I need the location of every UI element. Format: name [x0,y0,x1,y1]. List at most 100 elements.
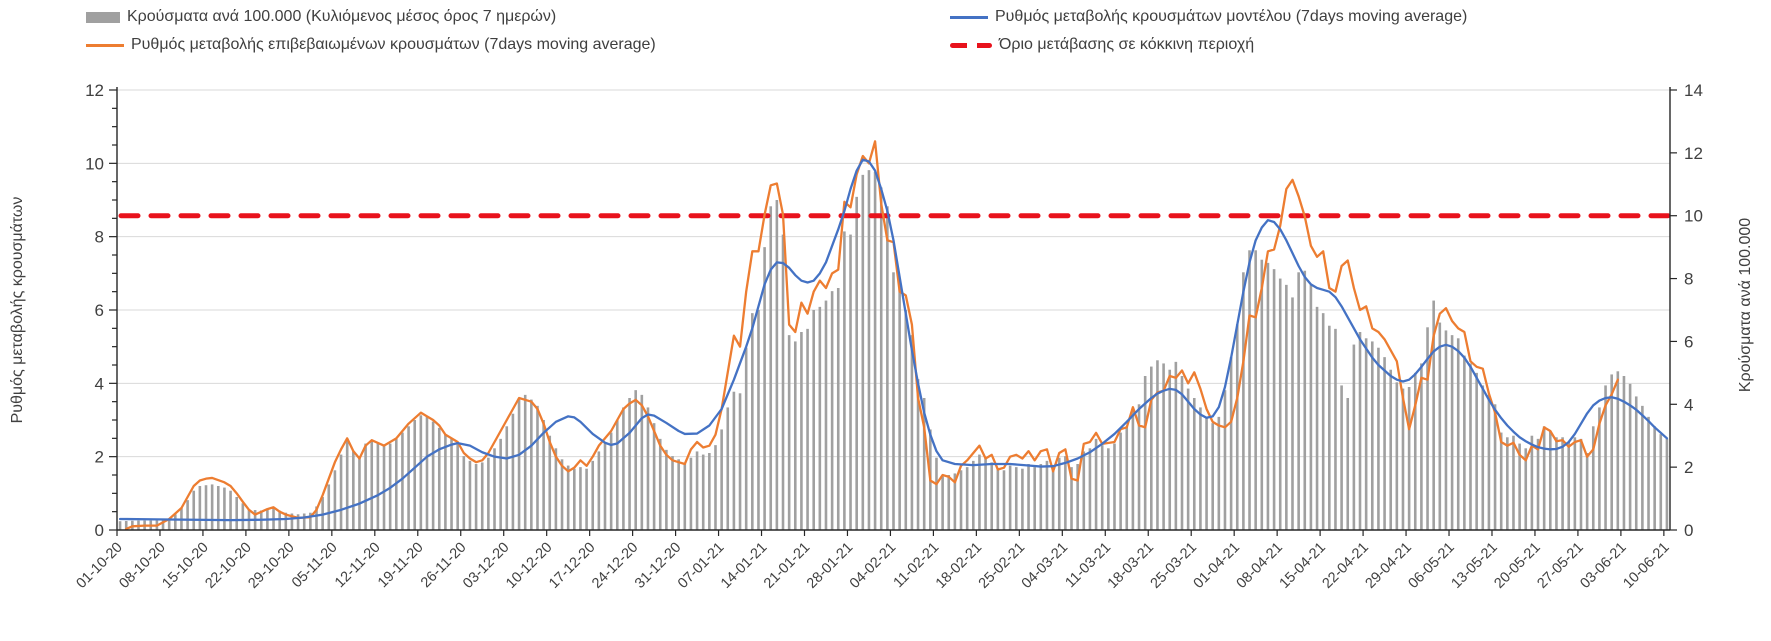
daily-cases-bar [1223,390,1227,530]
daily-cases-bar [1082,451,1086,530]
daily-cases-bar [468,460,472,530]
daily-cases-bar [972,460,975,530]
x-axis-date-label: 06-05-21 [1405,540,1457,592]
daily-cases-bar [530,399,533,530]
daily-cases-bar [511,413,515,530]
daily-cases-bar [609,432,613,530]
daily-cases-bar [751,313,754,530]
daily-cases-bar [1254,250,1257,531]
daily-cases-bar [1094,438,1098,530]
daily-cases-bar [174,514,177,530]
daily-cases-bar [566,465,570,530]
daily-cases-bar [1450,335,1454,530]
daily-cases-bar [352,451,355,530]
daily-cases-bar [824,300,828,530]
daily-cases-bar [358,456,361,530]
daily-cases-bar [916,379,920,530]
daily-cases-bar [1641,405,1644,530]
left-axis-title: Ρυθμός μεταβολής κρουσμάτων [9,197,26,424]
daily-cases-bar [867,170,871,530]
left-axis-tick-label: 0 [95,521,104,540]
daily-cases-bar [978,454,981,530]
x-axis-date-label: 14-01-21 [718,540,770,592]
daily-cases-bar [830,291,834,530]
legend-item-threshold: Όριο μετάβασης σε κόκκινη περιοχή [950,36,1254,54]
daily-cases-bar [1579,438,1583,530]
daily-cases-bar [1389,369,1393,530]
x-axis-date-label: 03-06-21 [1577,540,1629,592]
daily-cases-bar [818,306,822,530]
daily-cases-bar [615,420,619,530]
daily-cases-bar [1272,269,1276,530]
daily-cases-bar [1549,431,1552,530]
x-axis-date-label: 25-02-21 [976,540,1028,592]
x-axis-date-label: 13-05-21 [1448,540,1500,592]
line-swatch-icon [950,15,988,19]
daily-cases-bar [1285,284,1288,530]
x-axis-date-label: 04-03-21 [1019,540,1071,592]
daily-cases-bar [757,310,760,530]
x-axis-date-label: 17-12-20 [546,540,598,592]
daily-cases-bar [1156,360,1159,530]
daily-cases-bar [965,467,969,530]
daily-cases-bar [1278,278,1282,530]
daily-cases-bar [1100,445,1104,530]
daily-cases-bar [1340,385,1343,530]
daily-cases-bar [892,272,895,530]
x-axis-date-label: 19-11-20 [375,540,427,592]
daily-cases-bar [646,407,650,530]
daily-cases-bar [1229,357,1233,530]
daily-cases-bar [652,423,656,530]
daily-cases-bar [953,473,957,530]
daily-cases-bar [1217,416,1221,530]
x-axis-date-label: 24-12-20 [589,540,641,592]
daily-cases-bar [1174,361,1178,530]
daily-cases-bar [1027,464,1030,530]
daily-cases-bar [1395,382,1399,530]
daily-cases-bar [1426,327,1429,530]
daily-cases-bar [1524,448,1528,530]
daily-cases-bar [1469,363,1472,530]
dashed-line-swatch-icon [950,42,992,48]
daily-cases-bar [517,398,521,530]
daily-cases-bar [161,519,165,530]
daily-cases-bar [695,451,699,530]
daily-cases-bar [536,405,539,530]
daily-cases-bar [1051,470,1055,530]
daily-cases-bar [229,490,232,530]
daily-cases-bar [462,456,466,530]
daily-cases-bar [345,440,349,530]
daily-cases-bar [1628,383,1632,530]
bar-swatch-icon [86,11,120,23]
daily-cases-bar [1518,443,1521,530]
daily-cases-bar [1432,300,1435,530]
daily-cases-bar [603,442,607,530]
x-axis-date-label: 03-12-20 [460,540,512,592]
daily-cases-bar [204,485,208,530]
daily-cases-bar [732,391,736,530]
x-axis-date-label: 27-05-21 [1534,540,1586,592]
daily-cases-bar [689,457,693,530]
daily-cases-bar [1364,338,1368,530]
daily-cases-bar [1456,338,1460,530]
x-axis-date-label: 31-12-20 [632,540,684,592]
daily-cases-bar [1622,376,1626,530]
daily-cases-bar [720,429,723,530]
daily-cases-bar [622,407,625,530]
daily-cases-bar [474,464,478,530]
daily-cases-bar [210,484,214,530]
daily-cases-bar [1321,313,1325,530]
daily-cases-bar [167,519,171,530]
daily-cases-bar [714,445,717,530]
x-axis-date-label: 18-02-21 [933,540,985,592]
daily-cases-bar [941,476,944,530]
daily-cases-bar [843,231,846,530]
daily-cases-bar [413,420,417,530]
daily-cases-bar [990,462,994,530]
daily-cases-bar [910,335,914,530]
daily-cases-bar [597,451,601,530]
daily-cases-bar [1260,259,1264,530]
x-axis-date-label: 01-04-21 [1191,540,1243,592]
daily-cases-bar [1591,426,1595,530]
daily-cases-bar [1045,460,1049,530]
